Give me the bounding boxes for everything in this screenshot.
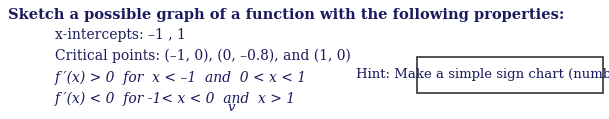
Text: Critical points: (–1, 0), (0, –0.8), and (1, 0): Critical points: (–1, 0), (0, –0.8), and… [55, 49, 351, 63]
FancyBboxPatch shape [417, 57, 603, 93]
Text: Sketch a possible graph of a function with the following properties:: Sketch a possible graph of a function wi… [8, 8, 565, 22]
Text: f ′(x) < 0  for -1< x < 0  and  x > 1: f ′(x) < 0 for -1< x < 0 and x > 1 [55, 92, 296, 106]
Text: f ′(x) > 0  for  x < –1  and  0 < x < 1: f ′(x) > 0 for x < –1 and 0 < x < 1 [55, 70, 307, 84]
Text: Hint: Make a simple sign chart (number line).: Hint: Make a simple sign chart (number l… [356, 68, 609, 82]
Text: x-intercepts: –1 , 1: x-intercepts: –1 , 1 [55, 27, 186, 42]
Text: v: v [228, 101, 235, 114]
